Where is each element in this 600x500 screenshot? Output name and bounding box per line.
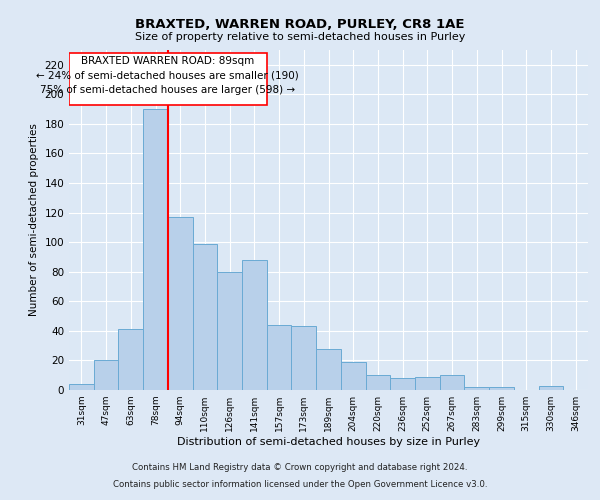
Bar: [267, 325, 292, 390]
Text: ← 24% of semi-detached houses are smaller (190): ← 24% of semi-detached houses are smalle…: [37, 70, 299, 81]
Bar: [193, 244, 217, 390]
Bar: [489, 387, 514, 390]
Bar: [242, 260, 267, 390]
Text: Contains public sector information licensed under the Open Government Licence v3: Contains public sector information licen…: [113, 480, 487, 489]
Bar: [415, 376, 440, 390]
X-axis label: Distribution of semi-detached houses by size in Purley: Distribution of semi-detached houses by …: [177, 437, 480, 447]
Bar: [168, 217, 193, 390]
Bar: [292, 326, 316, 390]
Bar: [217, 272, 242, 390]
Y-axis label: Number of semi-detached properties: Number of semi-detached properties: [29, 124, 39, 316]
Bar: [341, 362, 365, 390]
Text: 75% of semi-detached houses are larger (598) →: 75% of semi-detached houses are larger (…: [40, 86, 295, 96]
Bar: [118, 330, 143, 390]
Bar: [390, 378, 415, 390]
Bar: [143, 109, 168, 390]
Text: BRAXTED WARREN ROAD: 89sqm: BRAXTED WARREN ROAD: 89sqm: [81, 56, 254, 66]
Text: BRAXTED, WARREN ROAD, PURLEY, CR8 1AE: BRAXTED, WARREN ROAD, PURLEY, CR8 1AE: [135, 18, 465, 30]
Bar: [94, 360, 118, 390]
Text: Contains HM Land Registry data © Crown copyright and database right 2024.: Contains HM Land Registry data © Crown c…: [132, 464, 468, 472]
Bar: [539, 386, 563, 390]
Text: Size of property relative to semi-detached houses in Purley: Size of property relative to semi-detach…: [135, 32, 465, 42]
Bar: [316, 348, 341, 390]
Bar: [69, 384, 94, 390]
Bar: [440, 375, 464, 390]
Bar: [365, 375, 390, 390]
FancyBboxPatch shape: [69, 53, 267, 104]
Bar: [464, 387, 489, 390]
